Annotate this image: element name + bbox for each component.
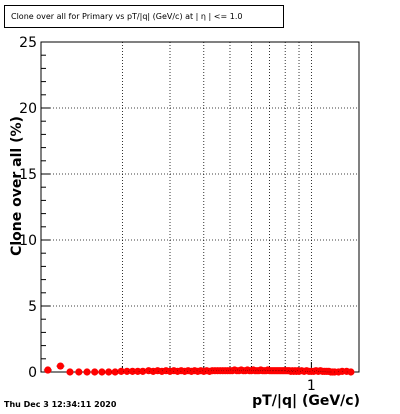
data-point [44, 366, 52, 374]
x-tick-label: 1 [307, 378, 316, 394]
data-point [98, 368, 106, 376]
data-point [83, 368, 91, 376]
y-tick-label: 20 [19, 101, 37, 117]
axes: 0 5 10 15 20 25 1 [19, 35, 316, 394]
timestamp-label: Thu Dec 3 12:34:11 2020 [4, 400, 117, 409]
y-tick-label: 0 [28, 365, 37, 381]
data-point [75, 368, 83, 376]
y-tick-label: 15 [19, 167, 37, 183]
data-point [128, 367, 137, 375]
grid [41, 42, 359, 372]
data-point [56, 362, 65, 370]
y-axis-label: Clone over all (%) [9, 116, 25, 256]
x-axis-label: pT/|q| (GeV/c) [252, 393, 360, 409]
data-point [91, 368, 99, 376]
data-point [66, 368, 74, 376]
y-tick-label: 10 [19, 233, 37, 249]
data-point [105, 368, 113, 376]
chart-title: Clone over all for Primary vs pT/|q| (Ge… [11, 12, 243, 21]
data-point [139, 367, 147, 375]
chart-title-box: Clone over all for Primary vs pT/|q| (Ge… [4, 5, 284, 28]
data-point [123, 367, 131, 375]
data-point [111, 368, 119, 376]
data-point [134, 367, 142, 375]
data-points [43, 362, 355, 376]
data-point [117, 367, 125, 375]
y-tick-label: 5 [28, 299, 37, 315]
data-point [347, 368, 355, 376]
y-tick-label: 25 [19, 35, 37, 51]
